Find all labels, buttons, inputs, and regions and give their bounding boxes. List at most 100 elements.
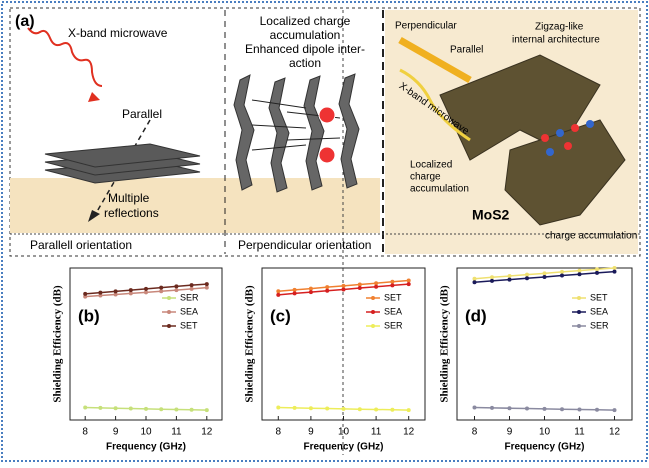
data-point bbox=[292, 287, 297, 292]
data-point bbox=[390, 279, 395, 284]
data-point bbox=[542, 274, 547, 279]
data-point bbox=[560, 273, 564, 278]
data-point bbox=[560, 269, 564, 274]
x-axis-label: Frequency (GHz) bbox=[303, 442, 383, 453]
legend-marker bbox=[371, 310, 375, 314]
data-point bbox=[308, 286, 313, 291]
data-point bbox=[325, 288, 330, 293]
data-point bbox=[128, 288, 133, 293]
legend-label: SET bbox=[590, 292, 608, 302]
data-point bbox=[292, 291, 297, 296]
x-axis-label: Frequency (GHz) bbox=[106, 442, 186, 453]
data-point bbox=[595, 270, 599, 275]
data-point bbox=[113, 406, 118, 411]
data-point bbox=[174, 284, 179, 289]
data-point bbox=[490, 278, 494, 283]
data-point bbox=[472, 405, 477, 410]
legend-marker bbox=[371, 324, 375, 328]
legend-label: SEA bbox=[180, 306, 198, 316]
label: Localized charge bbox=[260, 14, 351, 28]
panel-label: (a) bbox=[15, 13, 35, 30]
data-point bbox=[98, 290, 103, 295]
label: charge accumulation bbox=[545, 231, 637, 242]
data-point bbox=[595, 267, 599, 272]
x-tick-label: 8 bbox=[276, 427, 282, 438]
data-point bbox=[525, 406, 529, 411]
data-point bbox=[507, 406, 512, 411]
data-point bbox=[472, 280, 477, 285]
x-tick-label: 11 bbox=[574, 427, 585, 438]
data-point bbox=[341, 406, 346, 411]
data-point bbox=[577, 407, 582, 412]
data-point bbox=[113, 292, 118, 297]
legend-marker bbox=[167, 324, 171, 328]
panel-label: (c) bbox=[270, 306, 291, 325]
legend-label: SEA bbox=[384, 306, 402, 316]
data-point bbox=[612, 408, 617, 413]
caption: Perpendicular orientation bbox=[238, 238, 371, 252]
data-point bbox=[374, 284, 379, 289]
x-tick-label: 8 bbox=[472, 427, 478, 438]
legend-marker bbox=[167, 296, 171, 300]
data-point bbox=[204, 282, 209, 287]
data-point bbox=[128, 291, 133, 296]
data-point bbox=[174, 407, 179, 412]
charge bbox=[318, 146, 336, 164]
data-point bbox=[276, 289, 281, 294]
x-tick-label: 10 bbox=[140, 427, 152, 438]
data-point bbox=[144, 286, 148, 291]
x-tick-label: 10 bbox=[539, 427, 551, 438]
data-point bbox=[525, 272, 529, 277]
data-point bbox=[159, 407, 164, 412]
data-point bbox=[292, 405, 297, 410]
legend-marker bbox=[577, 324, 581, 328]
label: accumulation bbox=[410, 184, 469, 195]
data-point bbox=[374, 407, 379, 412]
charges bbox=[541, 120, 594, 156]
data-point bbox=[128, 406, 133, 411]
data-point bbox=[472, 276, 477, 281]
x-tick-label: 11 bbox=[371, 427, 382, 438]
data-point bbox=[525, 276, 529, 281]
x-tick-label: 9 bbox=[113, 427, 119, 438]
data-point bbox=[83, 291, 88, 296]
data-point bbox=[542, 406, 547, 411]
sheets bbox=[44, 143, 201, 184]
x-tick-label: 11 bbox=[171, 427, 182, 438]
label: reflections bbox=[104, 206, 159, 220]
panel-label: (b) bbox=[78, 306, 100, 325]
data-point bbox=[577, 268, 582, 273]
charge bbox=[318, 106, 336, 124]
arrow-head bbox=[88, 92, 100, 102]
data-point bbox=[98, 293, 103, 298]
data-point bbox=[204, 285, 209, 290]
x-tick-label: 12 bbox=[609, 427, 621, 438]
material: MoS2 bbox=[472, 207, 510, 223]
data-point bbox=[390, 407, 395, 412]
data-point bbox=[159, 289, 164, 294]
panel-label: (d) bbox=[465, 306, 487, 325]
data-point bbox=[308, 406, 313, 411]
x-tick-label: 10 bbox=[338, 427, 350, 438]
legend-marker bbox=[577, 310, 581, 314]
legend-marker bbox=[577, 296, 581, 300]
data-point bbox=[83, 405, 88, 410]
y-axis-label: Shielding Efficiency (dB) bbox=[52, 285, 64, 403]
x-axis-label: Frequency (GHz) bbox=[504, 442, 584, 453]
data-point bbox=[308, 290, 313, 295]
data-point bbox=[144, 290, 148, 295]
label: Enhanced dipole inter- bbox=[245, 42, 365, 56]
caption: Parallell orientation bbox=[30, 238, 132, 252]
legend-marker bbox=[371, 296, 375, 300]
data-point bbox=[490, 405, 494, 410]
data-point bbox=[341, 287, 346, 292]
data-point bbox=[98, 405, 103, 410]
legend-label: SER bbox=[384, 320, 403, 330]
data-point bbox=[325, 406, 330, 411]
data-point bbox=[490, 275, 494, 280]
label: accumulation bbox=[270, 28, 341, 42]
data-point bbox=[577, 272, 582, 277]
label: Multiple bbox=[108, 191, 150, 205]
data-point bbox=[159, 285, 164, 290]
label: X-band microwave bbox=[68, 26, 168, 40]
